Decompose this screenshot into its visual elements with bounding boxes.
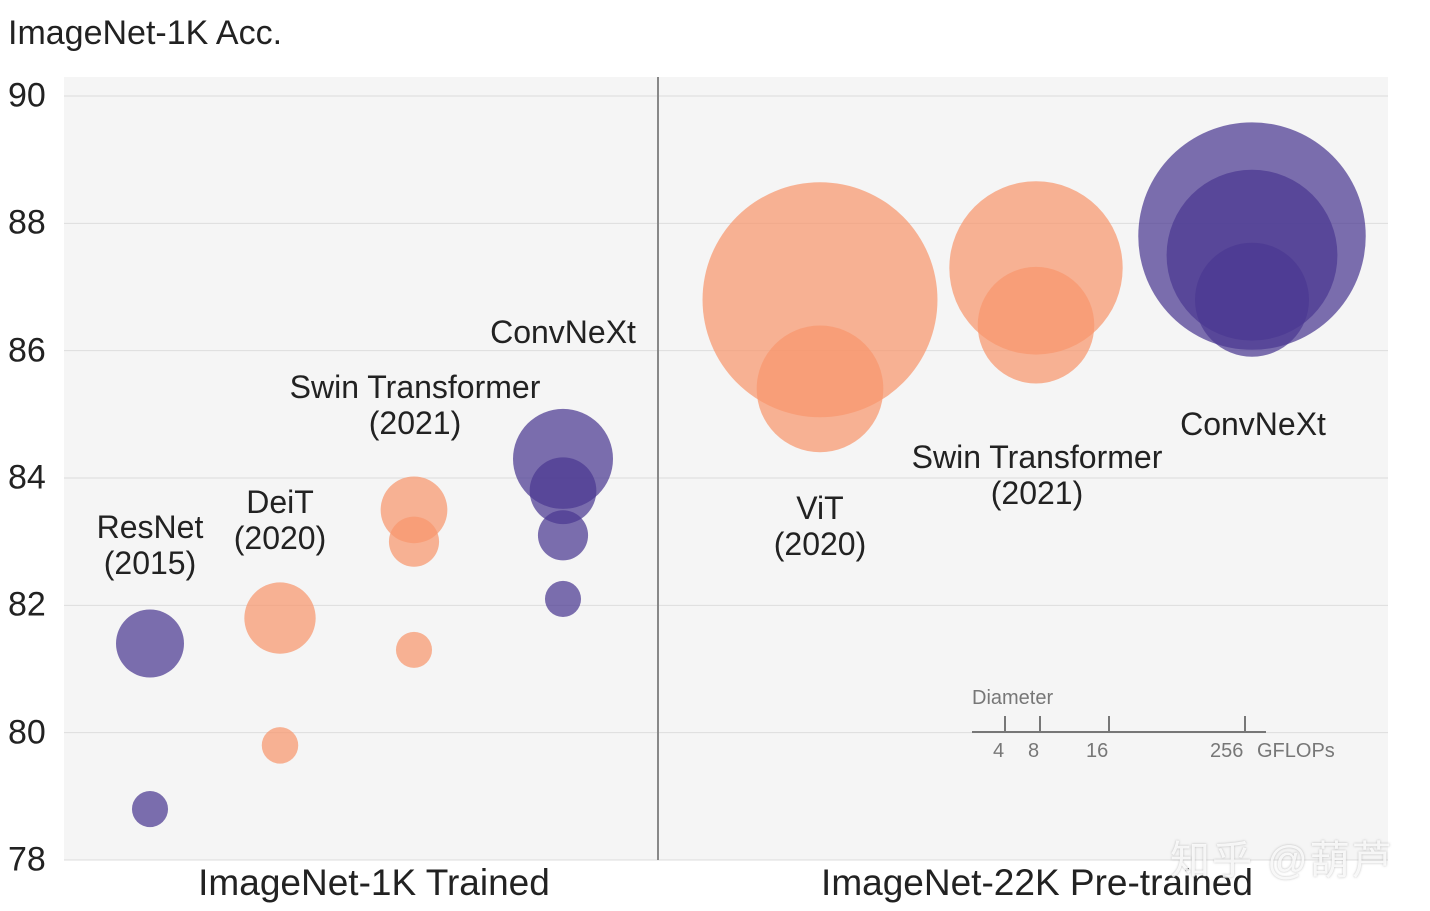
y-tick-label: 90 [8, 76, 46, 115]
label-swin-22k: Swin Transformer (2021) [911, 439, 1163, 511]
size-legend-tick: 256 [1210, 740, 1244, 762]
y-tick-label: 80 [8, 713, 46, 752]
bubble-convnext [544, 580, 582, 617]
watermark: 知乎 @葫芦 [1170, 839, 1394, 883]
bubble-vit [702, 182, 938, 418]
label-vit: ViT (2020) [773, 490, 867, 562]
bubble-swin-transformer [977, 266, 1095, 384]
bubble-convnext [1194, 242, 1310, 357]
y-tick-label: 88 [8, 203, 46, 242]
bubble-swin-transformer [388, 516, 440, 567]
size-legend-tick: 8 [1028, 740, 1040, 762]
bubble-swin-transformer [395, 631, 433, 668]
y-axis-label: ImageNet-1K Acc. [8, 14, 283, 52]
label-convnext-22k: ConvNeXt [1180, 406, 1326, 442]
label-swin-1k: Swin Transformer (2021) [289, 369, 541, 441]
bubble-deit [261, 727, 299, 764]
group-label-1k: ImageNet-1K Trained [198, 862, 550, 903]
y-tick-label: 78 [8, 840, 46, 879]
label-resnet: ResNet (2015) [96, 509, 204, 581]
group-label-22k: ImageNet-22K Pre-trained [821, 862, 1253, 903]
size-legend-unit: GFLOPs [1257, 740, 1335, 762]
label-deit: DeiT (2020) [233, 484, 327, 556]
size-legend-tick: 4 [993, 740, 1005, 762]
size-legend-tick: 16 [1086, 740, 1109, 762]
y-tick-label: 86 [8, 331, 46, 370]
label-convnext-1k: ConvNeXt [490, 314, 636, 350]
bubble-deit [244, 582, 316, 654]
bubble-convnext [537, 510, 589, 561]
bubble-vit [756, 325, 884, 453]
y-tick-label: 84 [8, 458, 46, 497]
size-legend-title: Diameter [972, 687, 1054, 709]
bubble-resnet [116, 609, 184, 678]
y-tick-label: 82 [8, 585, 46, 624]
bubble-resnet [131, 791, 169, 828]
bubble-convnext [529, 457, 597, 525]
